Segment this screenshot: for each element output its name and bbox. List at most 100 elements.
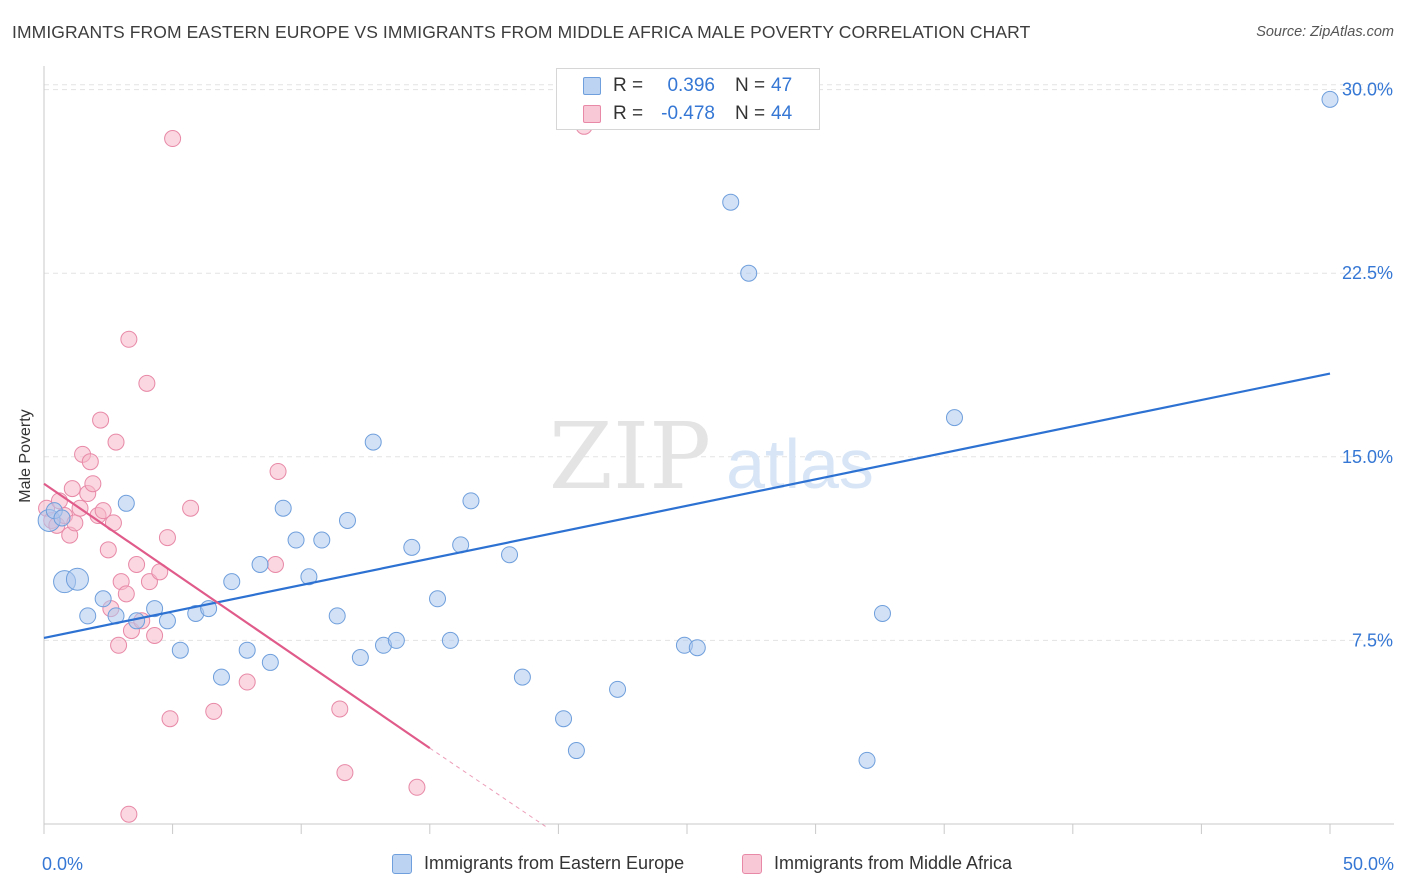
data-point-middle-africa (107, 433, 125, 451)
x-tick-label-min: 0.0% (42, 854, 83, 874)
y-tick-label: 30.0% (1342, 80, 1393, 100)
stats-row-middle-africa: R = -0.478 N = 44 (557, 100, 819, 128)
data-point-middle-africa (205, 702, 223, 720)
stats-swatch-pink (583, 105, 601, 123)
data-point-eastern-europe (65, 567, 89, 591)
data-point-eastern-europe (274, 499, 292, 517)
data-point-eastern-europe (313, 531, 331, 549)
data-point-middle-africa (269, 462, 287, 480)
data-point-middle-africa (128, 556, 146, 574)
trend-line-eastern-europe (43, 372, 1331, 640)
data-point-middle-africa (331, 700, 349, 718)
data-point-eastern-europe (351, 649, 369, 667)
y-tick-label: 7.5% (1352, 630, 1393, 650)
data-point-middle-africa (161, 710, 179, 728)
grid-lines (44, 84, 1394, 641)
source-label: Source: ZipAtlas.com (1256, 24, 1394, 40)
legend: Immigrants from Eastern Europe Immigrant… (0, 852, 1406, 878)
data-point-eastern-europe (238, 641, 256, 659)
trend-line-middle-africa (43, 482, 431, 750)
data-point-eastern-europe (146, 600, 164, 618)
data-point-middle-africa (84, 475, 102, 493)
data-point-eastern-europe (79, 607, 97, 625)
data-point-eastern-europe (300, 568, 318, 586)
data-point-middle-africa (336, 764, 354, 782)
data-point-eastern-europe (158, 612, 176, 630)
data-point-eastern-europe (858, 751, 876, 769)
stats-n-value: 44 (771, 103, 793, 124)
data-point-eastern-europe (223, 573, 241, 591)
chart-title: IMMIGRANTS FROM EASTERN EUROPE VS IMMIGR… (12, 22, 1031, 42)
legend-swatch-blue (392, 854, 412, 874)
stats-r-value: -0.478 (661, 103, 715, 124)
tick-labels: 7.5% 15.0% 22.5% 30.0% 0.0% 50.0% (42, 80, 1394, 874)
data-point-middle-africa (117, 585, 135, 603)
data-point-middle-africa (110, 636, 128, 654)
data-point-eastern-europe (53, 509, 71, 527)
data-point-middle-africa (120, 805, 138, 823)
data-point-middle-africa (266, 556, 284, 574)
data-point-middle-africa (120, 330, 138, 348)
data-point-eastern-europe (555, 710, 573, 728)
stats-box: R = 0.396 N = 47 R = -0.478 N = 44 (556, 68, 820, 130)
legend-label-middle-africa: Immigrants from Middle Africa (774, 853, 1013, 873)
data-point-middle-africa (63, 480, 81, 498)
data-point-eastern-europe (171, 641, 189, 659)
data-point-eastern-europe (364, 433, 382, 451)
y-tick-label: 22.5% (1342, 263, 1393, 283)
series-middle-africa-points (38, 117, 593, 823)
data-point-middle-africa (408, 778, 426, 796)
data-point-middle-africa (99, 541, 117, 559)
data-point-middle-africa (94, 502, 112, 520)
data-point-eastern-europe (441, 631, 459, 649)
data-point-eastern-europe (328, 607, 346, 625)
data-point-middle-africa (92, 411, 110, 429)
series-eastern-europe-points (37, 90, 1339, 769)
data-point-middle-africa (164, 130, 182, 148)
data-point-eastern-europe (212, 668, 230, 686)
trend-lines (43, 372, 1331, 827)
data-point-eastern-europe (251, 556, 269, 574)
data-point-eastern-europe (387, 631, 405, 649)
data-point-middle-africa (146, 627, 164, 644)
data-point-eastern-europe (609, 680, 627, 698)
stats-r-label: R = (613, 75, 644, 96)
data-point-eastern-europe (117, 494, 135, 512)
data-point-eastern-europe (403, 538, 421, 556)
legend-label-eastern-europe: Immigrants from Eastern Europe (424, 853, 685, 873)
data-point-middle-africa (158, 529, 176, 547)
data-point-middle-africa (81, 453, 99, 471)
data-point-middle-africa (138, 374, 156, 392)
stats-r-label: R = (613, 103, 644, 124)
data-point-eastern-europe (740, 264, 758, 282)
trend-line-middle-africa-extension (429, 747, 546, 827)
stats-row-eastern-europe: R = 0.396 N = 47 (557, 72, 819, 100)
data-point-eastern-europe (338, 511, 356, 529)
stats-n-label: N = (735, 103, 766, 124)
data-point-middle-africa (140, 573, 158, 591)
watermark: ZIP atlas (549, 403, 874, 510)
data-point-eastern-europe (567, 742, 585, 760)
axes (43, 66, 1394, 834)
data-point-eastern-europe (462, 492, 480, 510)
watermark-atlas: atlas (726, 425, 874, 503)
data-point-eastern-europe (94, 590, 112, 608)
data-point-eastern-europe (688, 639, 706, 657)
legend-swatch-pink (742, 854, 762, 874)
stats-swatch-blue (583, 77, 601, 95)
data-point-eastern-europe (513, 668, 531, 686)
data-point-eastern-europe (722, 193, 740, 211)
data-point-eastern-europe (1321, 90, 1339, 108)
data-point-eastern-europe (287, 531, 305, 549)
stats-n-label: N = (735, 75, 766, 96)
data-point-eastern-europe (873, 604, 891, 622)
data-point-middle-africa (182, 499, 200, 517)
data-point-eastern-europe (261, 653, 279, 671)
watermark-zip: ZIP (549, 403, 711, 510)
data-point-eastern-europe (945, 409, 963, 427)
stats-n-value: 47 (771, 75, 793, 96)
y-tick-label: 15.0% (1342, 447, 1393, 467)
data-point-middle-africa (238, 673, 256, 691)
x-tick-label-max: 50.0% (1343, 854, 1394, 874)
